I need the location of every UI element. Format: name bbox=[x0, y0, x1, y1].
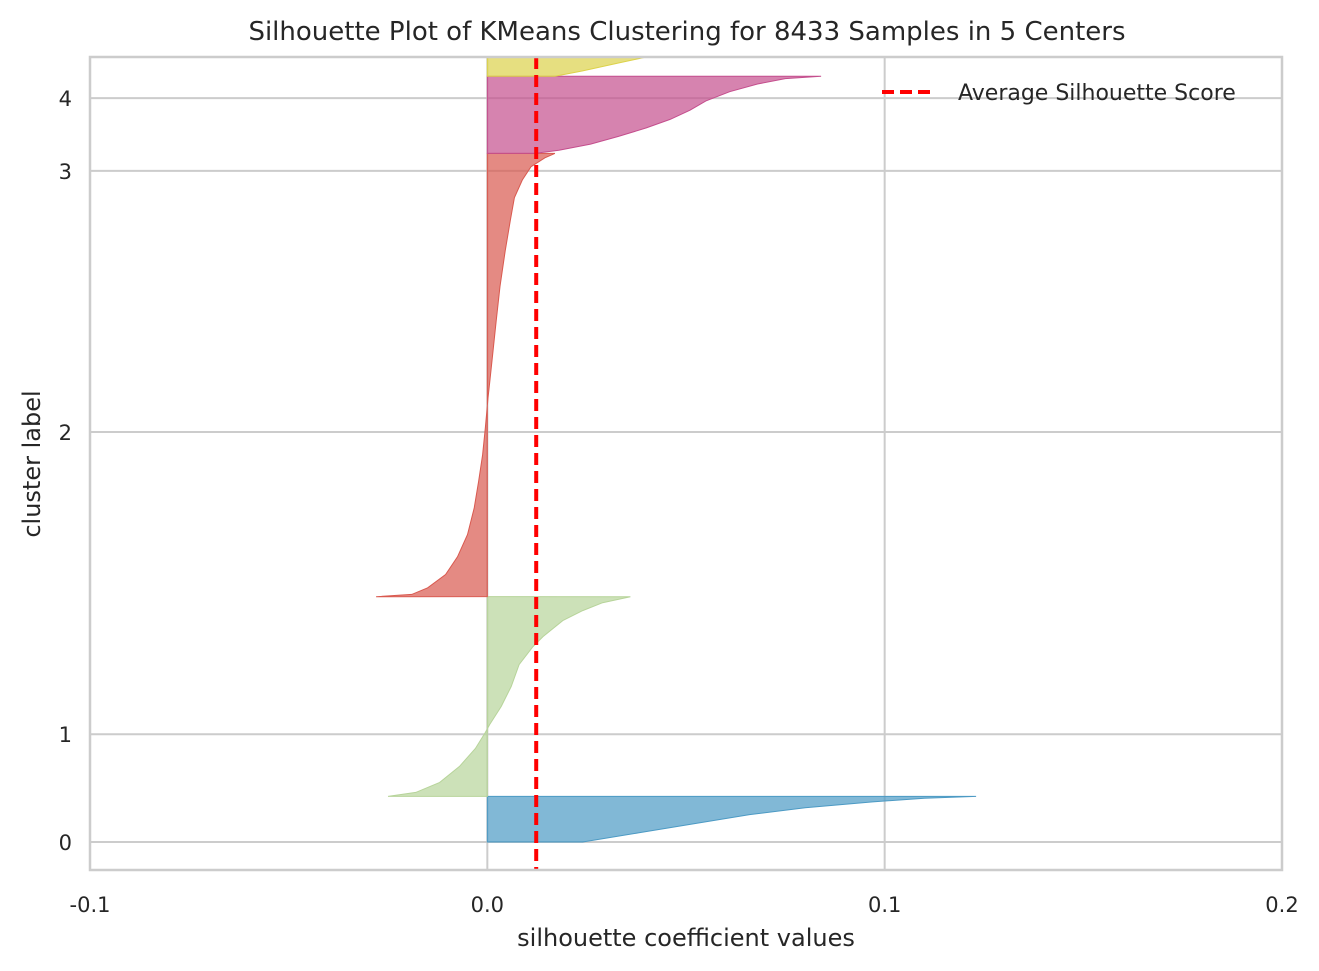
y-tick-label-3: 3 bbox=[59, 160, 72, 184]
x-axis-label: silhouette coefficient values bbox=[517, 924, 855, 952]
chart-title: Silhouette Plot of KMeans Clustering for… bbox=[248, 17, 1125, 47]
plot-frame bbox=[88, 55, 1284, 872]
legend-label-average-score: Average Silhouette Score bbox=[958, 81, 1236, 106]
y-tick-label-1: 1 bbox=[59, 723, 72, 747]
x-tick-label: 0.0 bbox=[471, 893, 504, 917]
x-axis-ticks: -0.1 0.0 0.1 0.2 bbox=[70, 893, 1299, 917]
cluster-0-silhouette bbox=[486, 795, 977, 843]
cluster-2-silhouette bbox=[376, 152, 556, 598]
y-tick-label-0: 0 bbox=[59, 831, 72, 855]
y-tick-label-4: 4 bbox=[59, 87, 72, 111]
y-axis-label: cluster label bbox=[18, 390, 46, 537]
y-tick-label-2: 2 bbox=[59, 421, 72, 445]
cluster-silhouettes bbox=[376, 56, 977, 843]
cluster-1-silhouette bbox=[387, 596, 631, 797]
x-tick-label: 0.1 bbox=[868, 893, 901, 917]
x-tick-label: -0.1 bbox=[70, 893, 111, 917]
x-tick-label: 0.2 bbox=[1265, 893, 1298, 917]
legend: Average Silhouette Score bbox=[882, 81, 1236, 106]
cluster-3-silhouette bbox=[486, 75, 822, 154]
y-axis-ticks: 0 1 2 3 4 bbox=[59, 87, 72, 855]
